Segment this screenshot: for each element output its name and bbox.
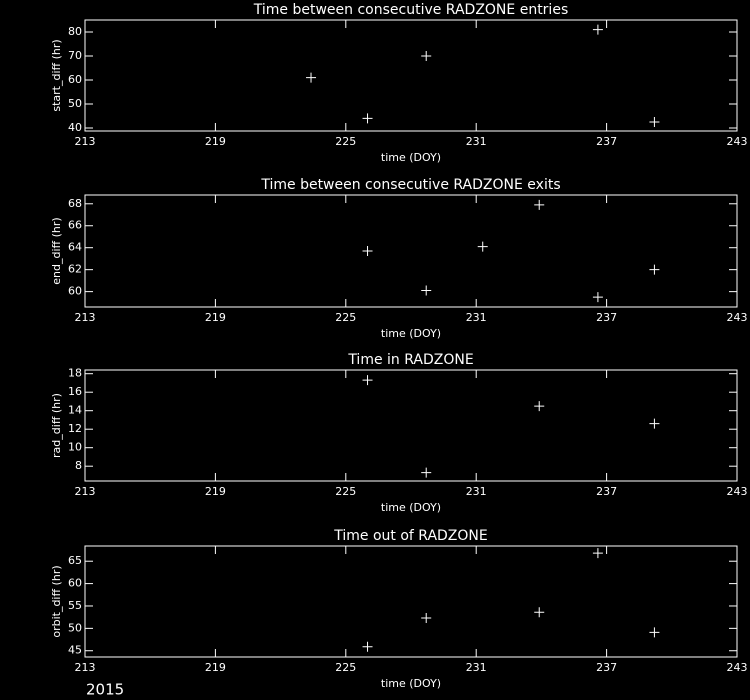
- y-tick-label: 12: [68, 422, 82, 435]
- point: [649, 264, 660, 275]
- y-tick-label: 55: [68, 599, 82, 612]
- point: [534, 199, 545, 210]
- y-tick-label: 14: [68, 404, 82, 417]
- point: [362, 246, 373, 256]
- x-axis-label: time (DOY): [381, 677, 441, 690]
- x-tick-label: 213: [75, 485, 96, 498]
- y-axis-label: orbit_diff (hr): [50, 565, 63, 637]
- x-tick-label: 237: [596, 661, 617, 674]
- point: [649, 418, 660, 429]
- x-tick-label: 225: [335, 485, 356, 498]
- point: [421, 51, 432, 61]
- plot-frame: [84, 194, 738, 308]
- y-tick-label: 65: [68, 554, 82, 567]
- point: [534, 607, 545, 618]
- chart-title: Time in RADZONE: [347, 352, 473, 368]
- point: [362, 113, 373, 124]
- x-tick-label: 213: [75, 135, 96, 148]
- y-tick-label: 70: [68, 49, 82, 62]
- y-tick-label: 50: [68, 97, 82, 110]
- y-tick-label: 80: [68, 25, 82, 38]
- x-tick-label: 231: [466, 661, 487, 674]
- point: [477, 241, 488, 252]
- x-tick-label: 219: [205, 135, 226, 148]
- y-axis-label: end_diff (hr): [50, 217, 63, 284]
- x-tick-label: 231: [466, 135, 487, 148]
- x-tick-label: 225: [335, 661, 356, 674]
- plot-frame: [84, 545, 738, 658]
- x-tick-label: 225: [335, 135, 356, 148]
- x-axis-label: time (DOY): [381, 327, 441, 340]
- x-tick-label: 219: [205, 485, 226, 498]
- y-axis-label: rad_diff (hr): [50, 393, 63, 458]
- y-tick-label: 66: [68, 219, 82, 232]
- point: [421, 613, 432, 624]
- y-tick-label: 64: [68, 241, 82, 254]
- x-tick-label: 243: [727, 485, 748, 498]
- point: [534, 401, 545, 412]
- x-tick-label: 213: [75, 311, 96, 324]
- x-tick-label: 237: [596, 311, 617, 324]
- point: [592, 548, 603, 559]
- x-tick-label: 219: [205, 311, 226, 324]
- x-tick-label: 243: [727, 311, 748, 324]
- point: [649, 117, 660, 127]
- y-tick-label: 62: [68, 263, 82, 276]
- y-tick-label: 60: [68, 73, 82, 86]
- point: [421, 467, 432, 478]
- year-label: 2015: [86, 681, 124, 699]
- point: [362, 641, 373, 652]
- x-tick-label: 213: [75, 661, 96, 674]
- x-tick-label: 225: [335, 311, 356, 324]
- x-tick-label: 231: [466, 485, 487, 498]
- point: [649, 627, 660, 638]
- y-tick-label: 40: [68, 121, 82, 134]
- x-axis-label: time (DOY): [381, 151, 441, 164]
- point: [306, 72, 317, 83]
- point: [592, 292, 603, 303]
- y-tick-label: 10: [68, 441, 82, 454]
- y-tick-label: 60: [68, 285, 82, 298]
- x-tick-label: 237: [596, 485, 617, 498]
- x-tick-label: 243: [727, 661, 748, 674]
- x-axis-label: time (DOY): [381, 501, 441, 514]
- y-tick-label: 16: [68, 385, 82, 398]
- y-axis-label: start_diff (hr): [50, 39, 63, 111]
- y-tick-label: 68: [68, 197, 82, 210]
- y-tick-label: 50: [68, 621, 82, 634]
- y-tick-label: 18: [68, 367, 82, 380]
- y-tick-label: 60: [68, 577, 82, 590]
- chart-title: Time between consecutive RADZONE exits: [260, 177, 560, 193]
- chart-title: Time between consecutive RADZONE entries: [253, 2, 568, 18]
- plot-frame: [84, 19, 738, 132]
- y-tick-label: 8: [75, 459, 82, 472]
- plot-frame: [84, 369, 738, 482]
- point: [421, 285, 432, 296]
- chart-title: Time out of RADZONE: [333, 528, 487, 544]
- y-tick-label: 45: [68, 644, 82, 657]
- x-tick-label: 219: [205, 661, 226, 674]
- point: [362, 375, 373, 386]
- point: [592, 24, 603, 35]
- x-tick-label: 243: [727, 135, 748, 148]
- x-tick-label: 231: [466, 311, 487, 324]
- x-tick-label: 237: [596, 135, 617, 148]
